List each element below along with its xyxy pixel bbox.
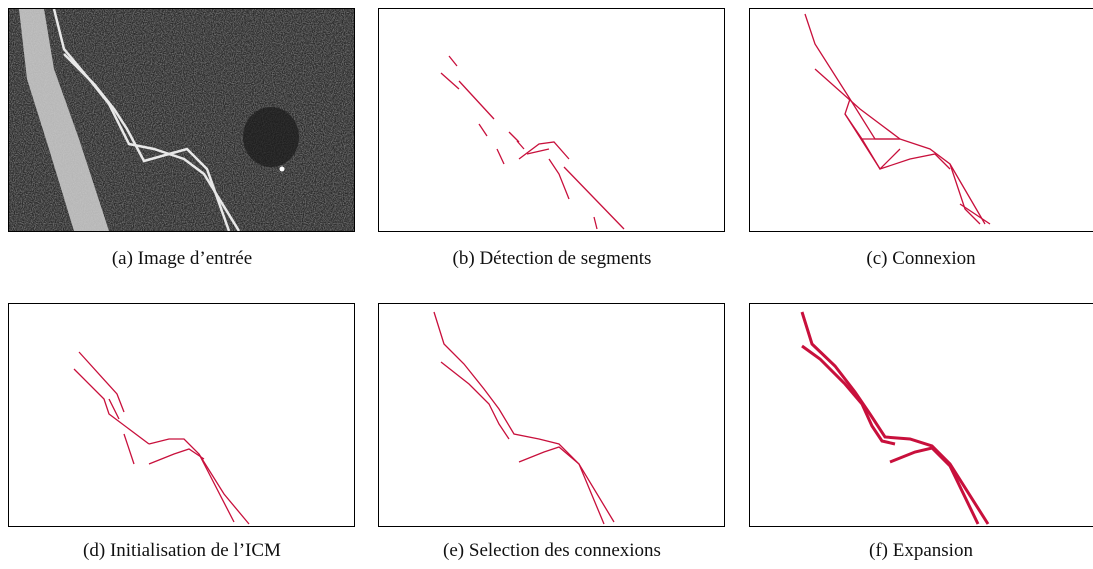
caption: (d) Initialisation de l’ICM bbox=[2, 540, 362, 562]
caption: (b) Détection de segments bbox=[372, 248, 732, 270]
panel-icm bbox=[8, 303, 355, 527]
icm-drawing bbox=[9, 304, 354, 526]
sar-image bbox=[9, 9, 354, 231]
panel-input-image bbox=[8, 8, 355, 232]
figure: (a) Image d’entrée (b) Détection de segm… bbox=[0, 0, 1093, 569]
selection-drawing bbox=[379, 304, 724, 526]
segments-drawing bbox=[379, 9, 724, 231]
connexion-drawing bbox=[750, 9, 1093, 231]
panel-connexion bbox=[749, 8, 1093, 232]
caption: (e) Selection des connexions bbox=[372, 540, 732, 562]
panel-selection bbox=[378, 303, 725, 527]
caption: (f) Expansion bbox=[741, 540, 1093, 562]
panel-segments bbox=[378, 8, 725, 232]
caption: (c) Connexion bbox=[741, 248, 1093, 270]
expansion-drawing bbox=[750, 304, 1093, 526]
caption: (a) Image d’entrée bbox=[2, 248, 362, 270]
panel-expansion bbox=[749, 303, 1093, 527]
